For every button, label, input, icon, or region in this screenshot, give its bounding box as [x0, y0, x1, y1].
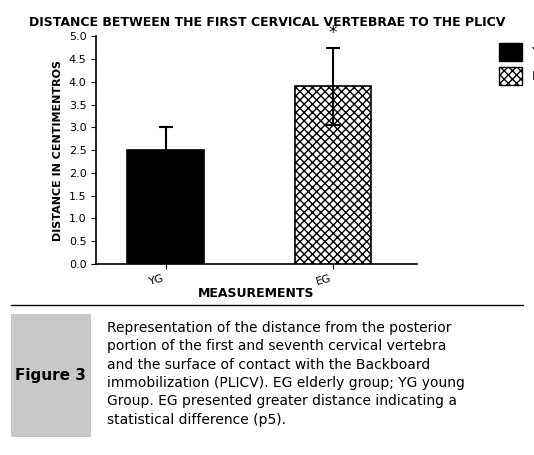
- Text: Representation of the distance from the posterior
portion of the first and seven: Representation of the distance from the …: [107, 321, 465, 427]
- Text: DISTANCE BETWEEN THE FIRST CERVICAL VERTEBRAE TO THE PLICV: DISTANCE BETWEEN THE FIRST CERVICAL VERT…: [29, 16, 505, 29]
- Text: Figure 3: Figure 3: [15, 368, 86, 383]
- Bar: [128, 150, 204, 264]
- Text: *: *: [329, 24, 337, 42]
- Bar: [295, 86, 371, 264]
- Legend: YG, EG: YG, EG: [494, 38, 534, 90]
- Y-axis label: DISTANCE IN CENTIMENTROS: DISTANCE IN CENTIMENTROS: [53, 60, 63, 241]
- Text: MEASUREMENTS: MEASUREMENTS: [198, 287, 315, 300]
